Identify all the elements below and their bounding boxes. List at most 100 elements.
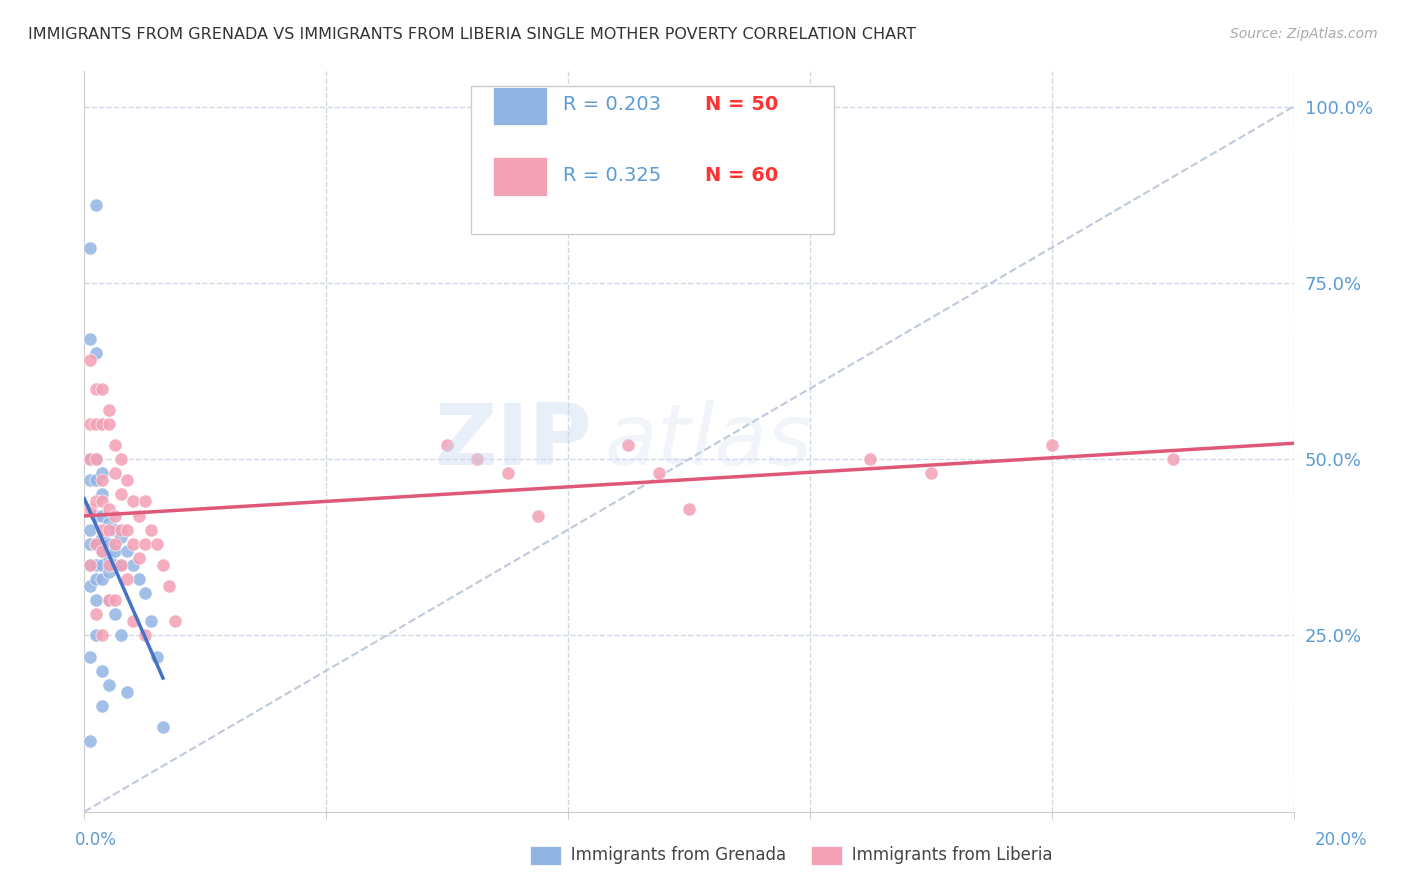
Point [86, 572, 108, 586]
Point [97, 593, 120, 607]
Point [91, 508, 114, 523]
Text: 0.0%: 0.0% [75, 830, 117, 848]
Text: R = 0.325: R = 0.325 [564, 166, 661, 185]
Point [97, 516, 120, 530]
Point [110, 452, 132, 467]
Point [86, 198, 108, 212]
Point [97, 501, 120, 516]
Text: Source: ZipAtlas.com: Source: ZipAtlas.com [1230, 27, 1378, 41]
Point [467, 452, 489, 467]
Point [134, 537, 156, 551]
Point [128, 550, 150, 565]
Point [86, 417, 108, 431]
Point [104, 523, 127, 537]
Point [86, 607, 108, 622]
Point [104, 508, 127, 523]
Point [91, 544, 114, 558]
Point [121, 615, 143, 629]
Point [110, 530, 132, 544]
Point [91, 544, 114, 558]
Point [115, 523, 138, 537]
Point [79, 241, 101, 255]
Point [91, 467, 114, 481]
Point [91, 628, 114, 642]
Point [86, 508, 108, 523]
Point [79, 452, 101, 467]
Text: N = 50: N = 50 [704, 95, 778, 114]
Point [104, 558, 127, 572]
Point [115, 544, 138, 558]
Point [115, 572, 138, 586]
Point [1161, 452, 1184, 467]
Point [496, 467, 519, 481]
Point [91, 572, 114, 586]
Point [121, 494, 143, 508]
Point [110, 487, 132, 501]
Point [86, 537, 108, 551]
Point [110, 558, 132, 572]
Point [97, 523, 120, 537]
Point [91, 523, 114, 537]
Point [97, 565, 120, 579]
Point [617, 438, 640, 452]
Point [79, 353, 101, 368]
Text: atlas: atlas [605, 400, 813, 483]
Point [86, 452, 108, 467]
Point [91, 530, 114, 544]
Text: IMMIGRANTS FROM GRENADA VS IMMIGRANTS FROM LIBERIA SINGLE MOTHER POVERTY CORRELA: IMMIGRANTS FROM GRENADA VS IMMIGRANTS FR… [28, 27, 917, 42]
Point [91, 382, 114, 396]
Point [152, 558, 174, 572]
Point [79, 558, 101, 572]
Point [79, 501, 101, 516]
Point [86, 452, 108, 467]
Point [97, 550, 120, 565]
Text: Immigrants from Liberia: Immigrants from Liberia [815, 846, 1053, 863]
Point [86, 473, 108, 487]
Point [86, 628, 108, 642]
Text: R = 0.203: R = 0.203 [564, 95, 661, 114]
Point [79, 332, 101, 346]
Point [97, 678, 120, 692]
Point [115, 685, 138, 699]
Point [146, 649, 169, 664]
Point [157, 579, 180, 593]
Point [121, 537, 143, 551]
Point [920, 467, 942, 481]
Point [91, 473, 114, 487]
Point [115, 473, 138, 487]
Point [104, 544, 127, 558]
Point [79, 417, 101, 431]
Point [678, 501, 700, 516]
Point [139, 523, 162, 537]
Point [121, 558, 143, 572]
Point [86, 593, 108, 607]
Point [79, 452, 101, 467]
Point [527, 508, 550, 523]
Point [128, 572, 150, 586]
FancyBboxPatch shape [494, 87, 547, 126]
Point [134, 586, 156, 600]
Point [139, 615, 162, 629]
Point [104, 593, 127, 607]
Point [86, 382, 108, 396]
Point [91, 494, 114, 508]
Point [134, 628, 156, 642]
Point [86, 537, 108, 551]
Point [110, 628, 132, 642]
FancyBboxPatch shape [471, 87, 834, 235]
Point [86, 558, 108, 572]
Point [104, 438, 127, 452]
Point [165, 615, 187, 629]
Point [97, 417, 120, 431]
Point [104, 467, 127, 481]
Point [104, 537, 127, 551]
Point [146, 537, 169, 551]
Point [91, 558, 114, 572]
Point [86, 494, 108, 508]
Point [134, 494, 156, 508]
FancyBboxPatch shape [494, 157, 547, 195]
Point [91, 664, 114, 678]
Point [97, 558, 120, 572]
Point [152, 720, 174, 734]
Point [436, 438, 458, 452]
